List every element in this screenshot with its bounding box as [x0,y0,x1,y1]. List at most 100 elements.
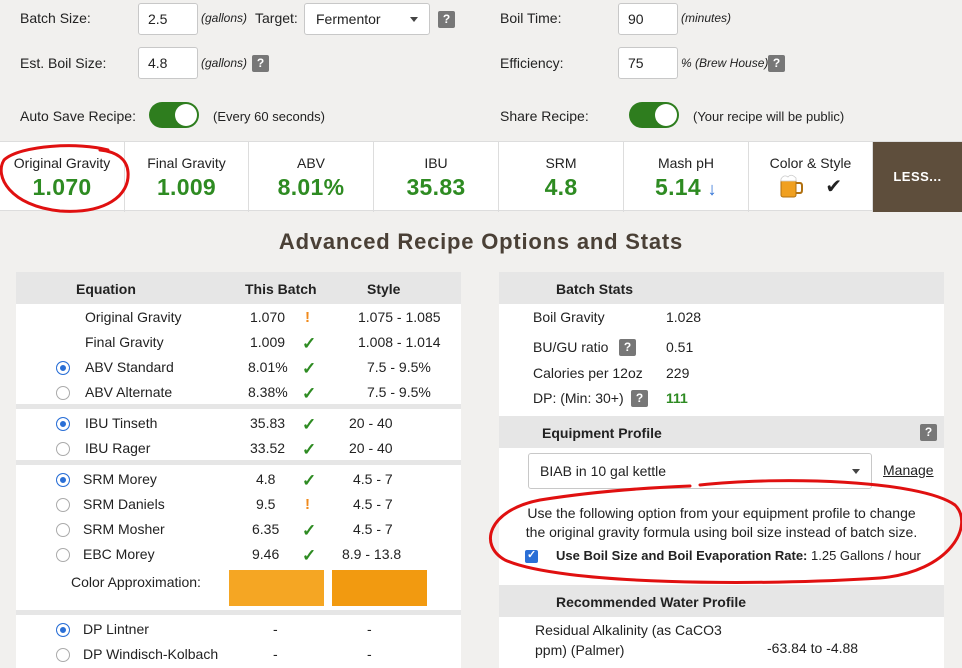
stat-row-label: DP: (Min: 30+) [533,390,624,406]
est-boil-size-input[interactable]: 4.8 [138,47,198,79]
row-name: Original Gravity [85,309,182,325]
radio-abv-alternate[interactable] [56,386,70,400]
row-batch: 33.52 [250,440,286,456]
radio-dp-windisch-kolbach[interactable] [56,648,70,662]
row-style: 4.5 - 7 [353,496,393,512]
row-name: ABV Alternate [85,384,173,400]
row-style: 4.5 - 7 [353,471,393,487]
stats-bar: Original Gravity 1.070 Final Gravity 1.0… [0,141,962,212]
help-icon[interactable]: ? [438,11,455,28]
equipment-profile-select[interactable]: BIAB in 10 gal kettle [528,453,872,489]
color-approximation-label: Color Approximation: [71,574,201,590]
check-icon: ✓ [302,334,317,353]
manage-link[interactable]: Manage [883,462,934,478]
row-style: 1.075 - 1.085 [358,309,441,325]
radio-ebc-morey[interactable] [56,548,70,562]
note-line: the original gravity formula using boil … [525,524,918,540]
help-icon[interactable]: ? [252,55,269,72]
stat-row: Boil Gravity 1.028 [499,305,944,330]
stat-abv: ABV 8.01% [249,142,374,212]
stat-title: Original Gravity [13,155,111,171]
target-label: Target: [255,10,298,26]
section-title: Advanced Recipe Options and Stats [278,229,684,254]
stat-row: Calories per 12oz 229 [499,361,944,386]
less-button[interactable]: LESS... [873,142,962,212]
note-line: Use the following option from your equip… [527,505,916,521]
row-batch: 9.5 [256,496,276,512]
help-icon[interactable]: ? [920,424,937,441]
batch-color-swatch [229,570,324,606]
radio-abv-standard[interactable] [56,361,70,375]
stat-row: DP: (Min: 30+) ? 111 [499,386,944,411]
color-style-indicators: ✔ [749,173,872,199]
row-style: 1.008 - 1.014 [358,334,441,350]
check-icon: ✓ [302,359,317,378]
boil-time-input[interactable]: 90 [618,3,678,35]
row-style: 7.5 - 9.5% [367,384,431,400]
header-this-batch: This Batch [245,281,317,297]
stat-value: 5.14 ↓ [624,174,748,201]
stat-title: Final Gravity [147,155,226,171]
efficiency-input[interactable]: 75 [618,47,678,79]
row-batch: 35.83 [250,415,286,431]
share-note: (Your recipe will be public) [693,109,845,124]
auto-save-toggle[interactable] [149,102,199,128]
auto-save-note: (Every 60 seconds) [213,109,325,124]
checkmark-icon: ✔ [825,175,843,198]
row-style: - [367,646,372,662]
warning-icon: ! [305,496,310,513]
est-boil-size-unit: (gallons) [201,56,248,70]
batch-size-input[interactable]: 2.5 [138,3,198,35]
stat-title: IBU [424,155,448,171]
table-row: IBU Rager 33.52 ✓ 20 - 40 [16,436,461,461]
table-row: SRM Daniels 9.5 ! 4.5 - 7 [16,492,461,517]
option-value: 1.25 Gallons / hour [811,548,921,563]
radio-ibu-rager[interactable] [56,442,70,456]
stat-row-value: 111 [666,390,688,406]
stat-row-label: Boil Gravity [533,309,605,325]
stat-row-value: 1.028 [666,309,702,325]
target-select[interactable]: Fermentor [304,3,430,35]
radio-srm-mosher[interactable] [56,523,70,537]
row-batch: 9.46 [252,546,280,562]
stat-original-gravity: Original Gravity 1.070 [0,142,125,212]
radio-srm-daniels[interactable] [56,498,70,512]
row-name: SRM Daniels [83,496,165,512]
help-icon[interactable]: ? [768,55,785,72]
radio-srm-morey[interactable] [56,473,70,487]
stat-row: BU/GU ratio ? 0.51 [499,335,944,360]
row-batch: 8.01% [248,359,288,375]
use-boil-size-option: Use Boil Size and Boil Evaporation Rate:… [556,548,921,563]
share-label: Share Recipe: [500,108,589,124]
batch-stats-header: Batch Stats [499,272,944,304]
radio-dp-lintner[interactable] [56,623,70,637]
use-boil-size-checkbox[interactable] [525,548,538,563]
check-icon: ✓ [302,546,317,565]
recipe-settings: Batch Size: 2.5 (gallons) Target: Fermen… [0,0,962,142]
arrow-down-icon: ↓ [707,179,717,199]
toggle-knob [175,104,197,126]
table-row: EBC Morey 9.46 ✓ 8.9 - 13.8 [16,542,461,567]
check-icon: ✓ [302,471,317,490]
table-row: SRM Morey 4.8 ✓ 4.5 - 7 [16,467,461,492]
stat-color-style: Color & Style ✔ [749,142,873,212]
table-row: Final Gravity 1.009 ✓ 1.008 - 1.014 [16,330,461,355]
stat-title: Color & Style [769,155,852,171]
radio-ibu-tinseth[interactable] [56,417,70,431]
row-batch: 1.009 [250,334,286,350]
row-batch: 1.070 [250,309,286,325]
row-name: ABV Standard [85,359,174,375]
stat-final-gravity: Final Gravity 1.009 [125,142,249,212]
share-toggle[interactable] [629,102,679,128]
residual-alkalinity-value: -63.84 to -4.88 [767,640,859,656]
equation-panel: Equation This Batch Style Original Gravi… [16,272,461,668]
help-icon[interactable]: ? [619,339,636,356]
stat-row-value: 229 [666,365,690,381]
row-name: IBU Rager [85,440,151,456]
target-select-value: Fermentor [316,11,381,27]
table-row: Original Gravity 1.070 ! 1.075 - 1.085 [16,305,461,330]
stat-srm: SRM 4.8 [499,142,624,212]
equation-table-header: Equation This Batch Style [16,272,461,304]
row-name: EBC Morey [83,546,155,562]
help-icon[interactable]: ? [631,390,648,407]
